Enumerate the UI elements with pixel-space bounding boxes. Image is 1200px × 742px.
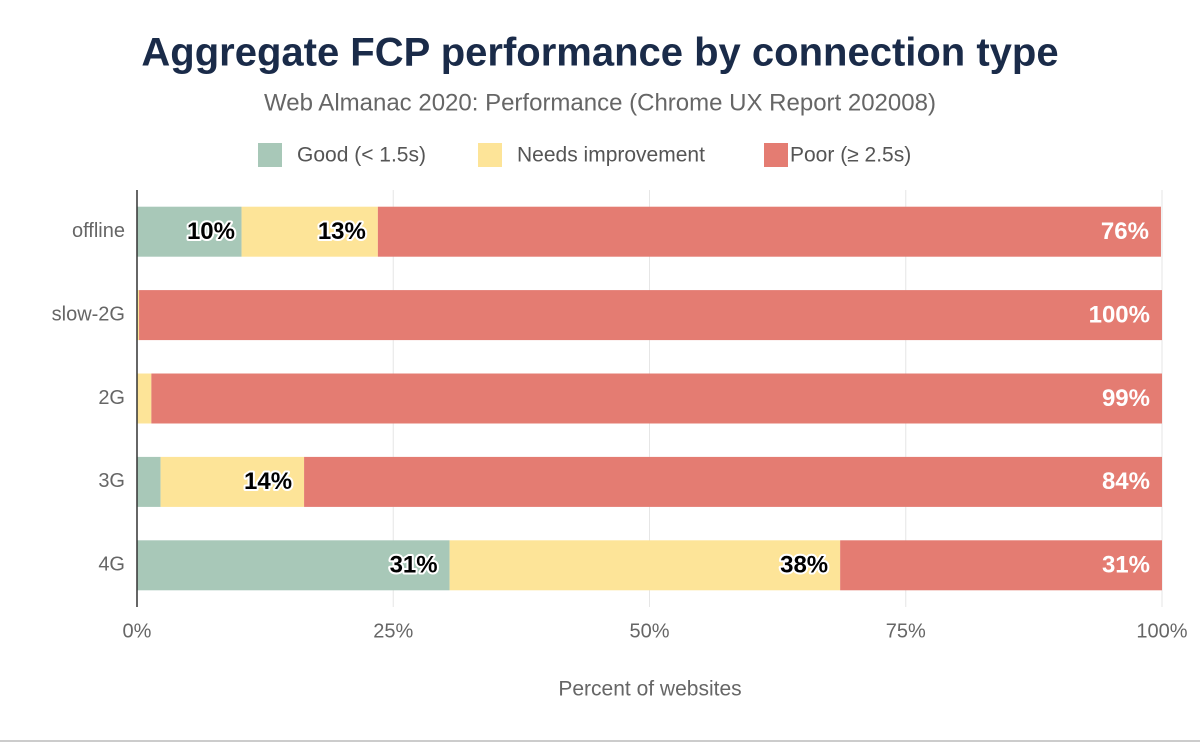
bar-segment: [840, 540, 1162, 591]
legend-label: Needs improvement: [517, 144, 705, 167]
value-label: 13%: [318, 218, 366, 245]
value-label: 38%: [780, 552, 828, 579]
bar-segment: [151, 373, 1163, 424]
x-tick-label: 50%: [629, 620, 669, 642]
y-tick-label: offline: [72, 220, 125, 242]
x-axis-title: Percent of websites: [558, 678, 741, 701]
bar-segment: [137, 290, 140, 341]
legend-label: Good (< 1.5s): [297, 144, 426, 167]
y-tick-label: 4G: [98, 554, 125, 576]
bar-segment: [137, 456, 161, 507]
x-tick-label: 25%: [373, 620, 413, 642]
value-label: 31%: [390, 552, 438, 579]
legend-label: Poor (≥ 2.5s): [790, 144, 911, 167]
value-label: 84%: [1102, 468, 1150, 495]
legend-swatch: [478, 143, 502, 167]
x-tick-label: 75%: [886, 620, 926, 642]
y-tick-label: slow-2G: [52, 303, 125, 325]
legend-swatch: [258, 143, 282, 167]
legend-swatch: [764, 143, 788, 167]
value-label: 10%: [187, 218, 235, 245]
value-label: 76%: [1101, 218, 1149, 245]
bar-segment: [137, 540, 450, 591]
bar-segment: [377, 206, 1161, 257]
bar-segment: [304, 456, 1162, 507]
bar-segment: [449, 540, 841, 591]
chart-subtitle: Web Almanac 2020: Performance (Chrome UX…: [264, 89, 936, 116]
y-tick-label: 3G: [98, 470, 125, 492]
chart-title: Aggregate FCP performance by connection …: [141, 31, 1058, 75]
bar-segment: [137, 373, 152, 424]
bar-segment: [241, 206, 378, 257]
bar-segment: [139, 290, 1163, 341]
bar-segment: [160, 456, 305, 507]
value-label: 99%: [1102, 385, 1150, 412]
value-label: 14%: [244, 468, 292, 495]
value-label: 100%: [1089, 301, 1150, 328]
x-tick-label: 0%: [123, 620, 152, 642]
y-tick-label: 2G: [98, 387, 125, 409]
x-tick-label: 100%: [1136, 620, 1187, 642]
bar-segment: [137, 206, 242, 257]
value-label: 31%: [1102, 552, 1150, 579]
